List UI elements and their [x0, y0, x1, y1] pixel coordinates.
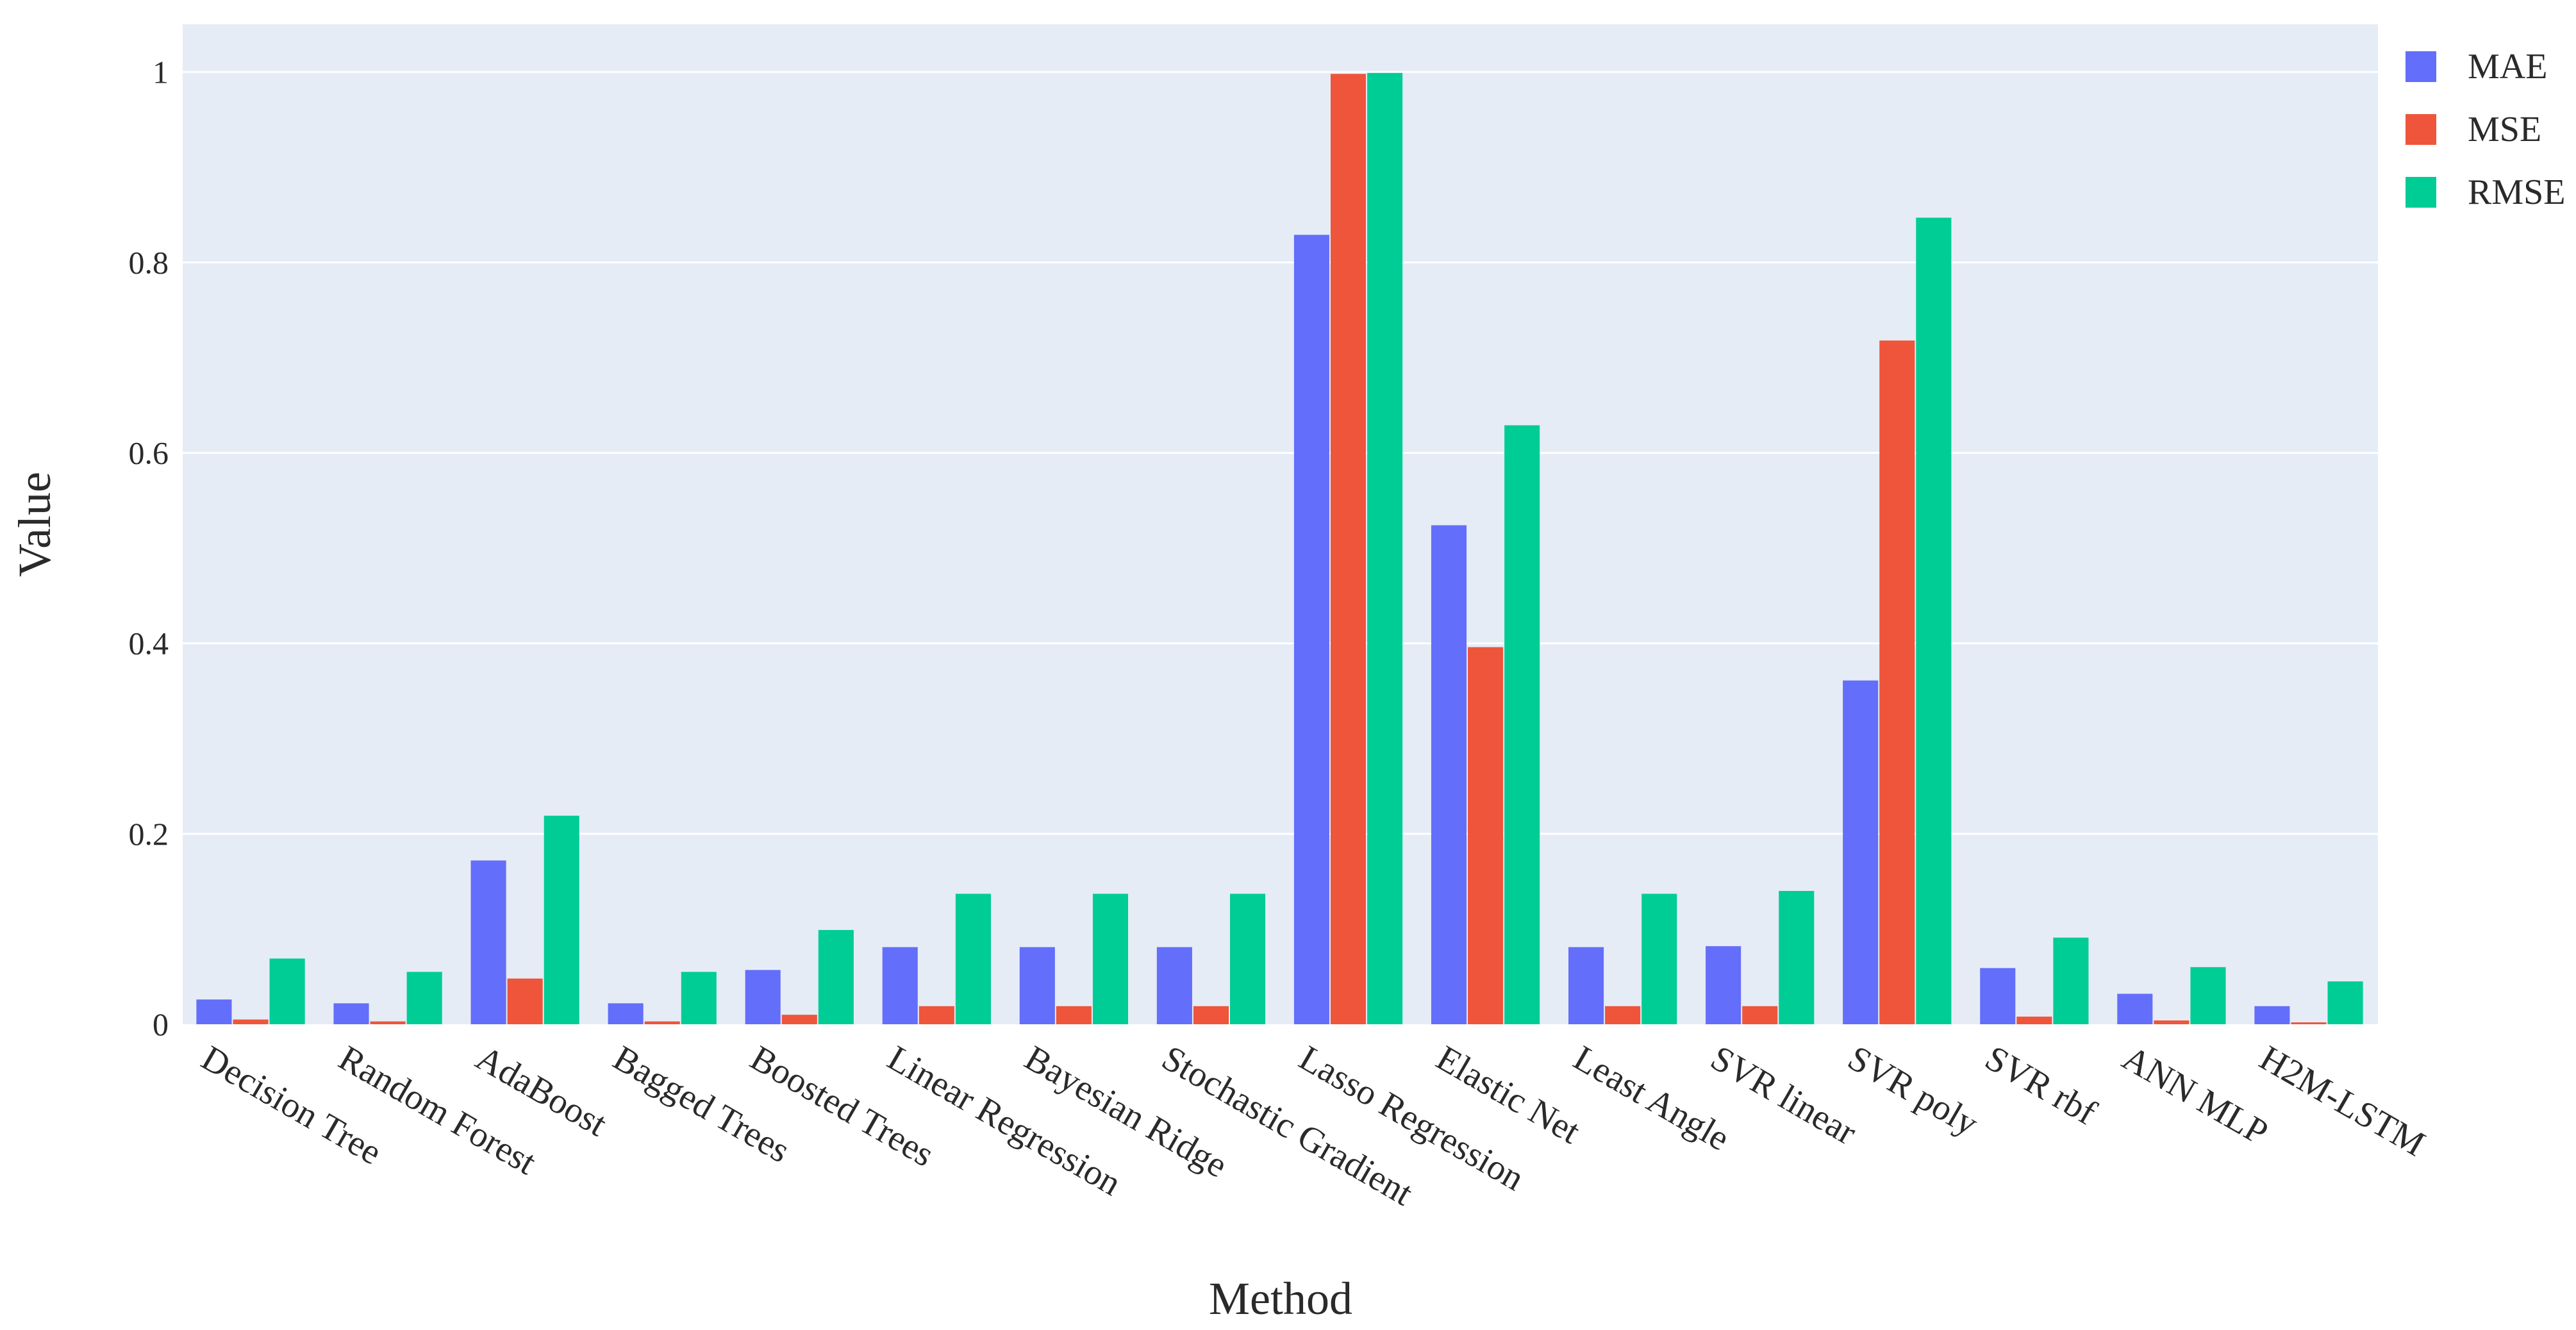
bar-mae [2254, 1006, 2290, 1024]
y-axis-title: Value [9, 472, 60, 577]
x-tick-label: H2M-LSTM [2253, 1038, 2432, 1165]
bar-rmse [2327, 981, 2363, 1024]
bar-rmse [269, 958, 305, 1024]
bar-mse [918, 1006, 954, 1024]
bar-mae [470, 860, 506, 1024]
gridlines [183, 71, 2378, 835]
bar-mse [644, 1021, 680, 1024]
y-tick-label: 0.2 [129, 816, 169, 852]
legend-swatch [2406, 114, 2436, 145]
bar-mae [196, 999, 232, 1024]
bar-mse [1468, 647, 1504, 1024]
bar-mse [1193, 1006, 1229, 1024]
bar-mse [370, 1021, 406, 1024]
bar-mse [2154, 1020, 2190, 1024]
bar-rmse [1504, 425, 1540, 1024]
bar-rmse [406, 972, 442, 1024]
x-tick-label: Stochastic Gradient [1155, 1038, 1420, 1214]
bar-mae [1293, 235, 1329, 1024]
bar-mae [1431, 525, 1467, 1024]
bar-mae [1156, 947, 1192, 1024]
bar-mae [745, 970, 781, 1024]
y-tick-label: 1 [153, 54, 169, 90]
bars [196, 72, 2363, 1025]
bar-mae [1980, 968, 2016, 1024]
legend-label: MAE [2468, 47, 2547, 87]
legend-label: MSE [2468, 110, 2541, 149]
bar-mse [1879, 340, 1915, 1025]
bar-rmse [2190, 967, 2226, 1024]
bar-rmse [818, 929, 854, 1024]
bar-mse [1056, 1006, 1092, 1024]
bar-mse [2291, 1022, 2327, 1024]
bar-rmse [1230, 894, 1266, 1024]
bar-mae [2117, 993, 2153, 1024]
bar-rmse [1779, 891, 1815, 1024]
bar-mae [608, 1003, 644, 1024]
y-tick-label: 0.8 [129, 244, 169, 280]
bar-mse [2016, 1017, 2052, 1024]
y-tick-label: 0.4 [129, 626, 169, 661]
bar-mae [1706, 946, 1741, 1024]
bar-rmse [1367, 72, 1403, 1024]
legend: MAE MSE RMSE [2406, 47, 2566, 212]
bar-mse [507, 978, 543, 1024]
y-tick-label: 0 [153, 1006, 169, 1042]
legend-label: RMSE [2468, 172, 2566, 212]
bar-mse [1605, 1006, 1641, 1024]
bar-mae [1019, 947, 1055, 1024]
bar-mse [781, 1015, 817, 1024]
bar-mse [1742, 1006, 1778, 1024]
bar-rmse [681, 972, 717, 1024]
bar-rmse [1641, 894, 1677, 1024]
legend-swatch [2406, 177, 2436, 208]
bar-rmse [1916, 217, 1952, 1025]
bar-rmse [2053, 937, 2089, 1024]
x-tick-label: Least Angle [1567, 1038, 1736, 1159]
legend-swatch [2406, 51, 2436, 82]
bar-mae [1568, 947, 1604, 1024]
plot-background [183, 24, 2378, 1024]
bar-mae [882, 947, 918, 1024]
bar-mae [333, 1003, 369, 1024]
x-tick-label: Linear Regression [881, 1038, 1127, 1204]
bar-mse [1330, 74, 1367, 1025]
y-axis-ticks: 0 0.2 0.4 0.6 0.8 1 [129, 54, 169, 1042]
y-tick-label: 0.6 [129, 435, 169, 471]
bar-mae [1843, 680, 1879, 1024]
x-axis-title: Method [1209, 1273, 1352, 1324]
bar-mse [233, 1019, 269, 1024]
bar-rmse [955, 894, 991, 1024]
bar-rmse [544, 815, 579, 1024]
x-tick-label: SVR poly [1841, 1038, 1985, 1144]
x-tick-label: SVR rbf [1979, 1038, 2103, 1133]
x-tick-label: ANN MLP [2116, 1038, 2275, 1153]
bar-rmse [1092, 894, 1129, 1024]
